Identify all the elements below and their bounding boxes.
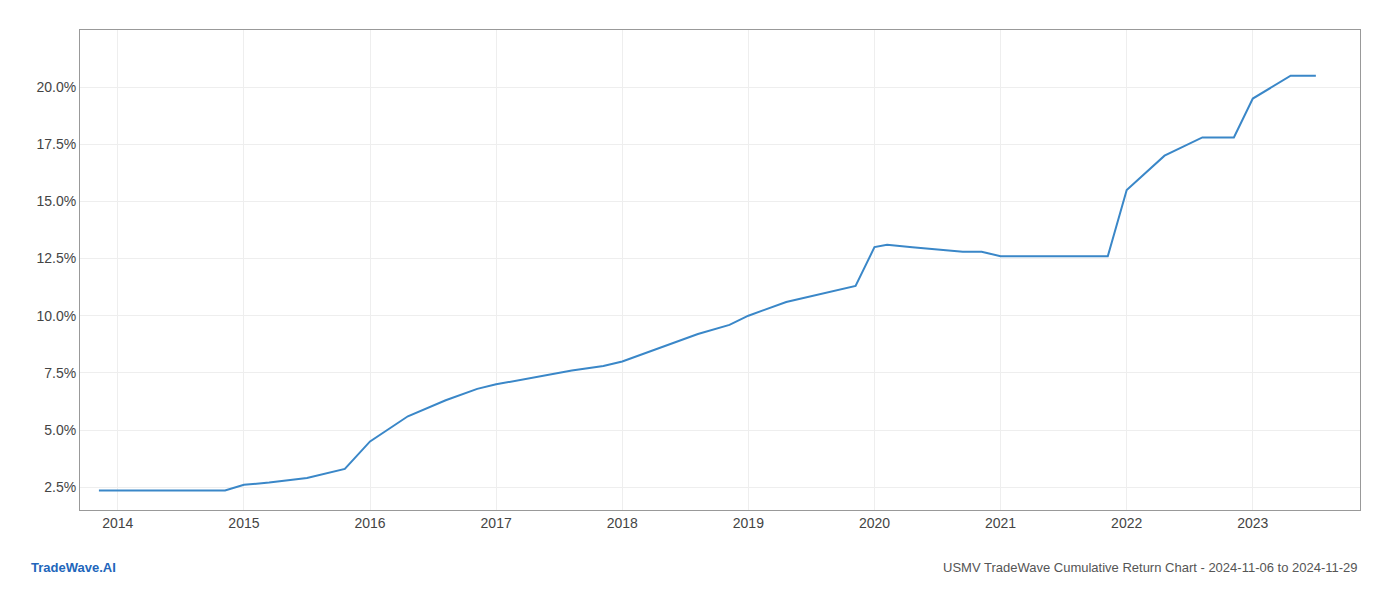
svg-text:20.0%: 20.0% xyxy=(36,79,76,95)
svg-text:2019: 2019 xyxy=(733,515,764,531)
svg-text:2017: 2017 xyxy=(481,515,512,531)
svg-text:USMV TradeWave Cumulative Retu: USMV TradeWave Cumulative Return Chart -… xyxy=(943,560,1358,575)
svg-text:5.0%: 5.0% xyxy=(44,422,76,438)
svg-text:2021: 2021 xyxy=(985,515,1016,531)
svg-text:2015: 2015 xyxy=(228,515,259,531)
svg-text:2018: 2018 xyxy=(607,515,638,531)
svg-text:2020: 2020 xyxy=(859,515,890,531)
svg-text:10.0%: 10.0% xyxy=(36,308,76,324)
svg-text:15.0%: 15.0% xyxy=(36,193,76,209)
svg-text:TradeWave.AI: TradeWave.AI xyxy=(31,560,116,575)
svg-text:2014: 2014 xyxy=(102,515,133,531)
svg-text:12.5%: 12.5% xyxy=(36,250,76,266)
svg-text:2022: 2022 xyxy=(1111,515,1142,531)
svg-text:7.5%: 7.5% xyxy=(44,365,76,381)
svg-text:2.5%: 2.5% xyxy=(44,479,76,495)
svg-text:2023: 2023 xyxy=(1237,515,1268,531)
svg-text:17.5%: 17.5% xyxy=(36,136,76,152)
svg-text:2016: 2016 xyxy=(354,515,385,531)
